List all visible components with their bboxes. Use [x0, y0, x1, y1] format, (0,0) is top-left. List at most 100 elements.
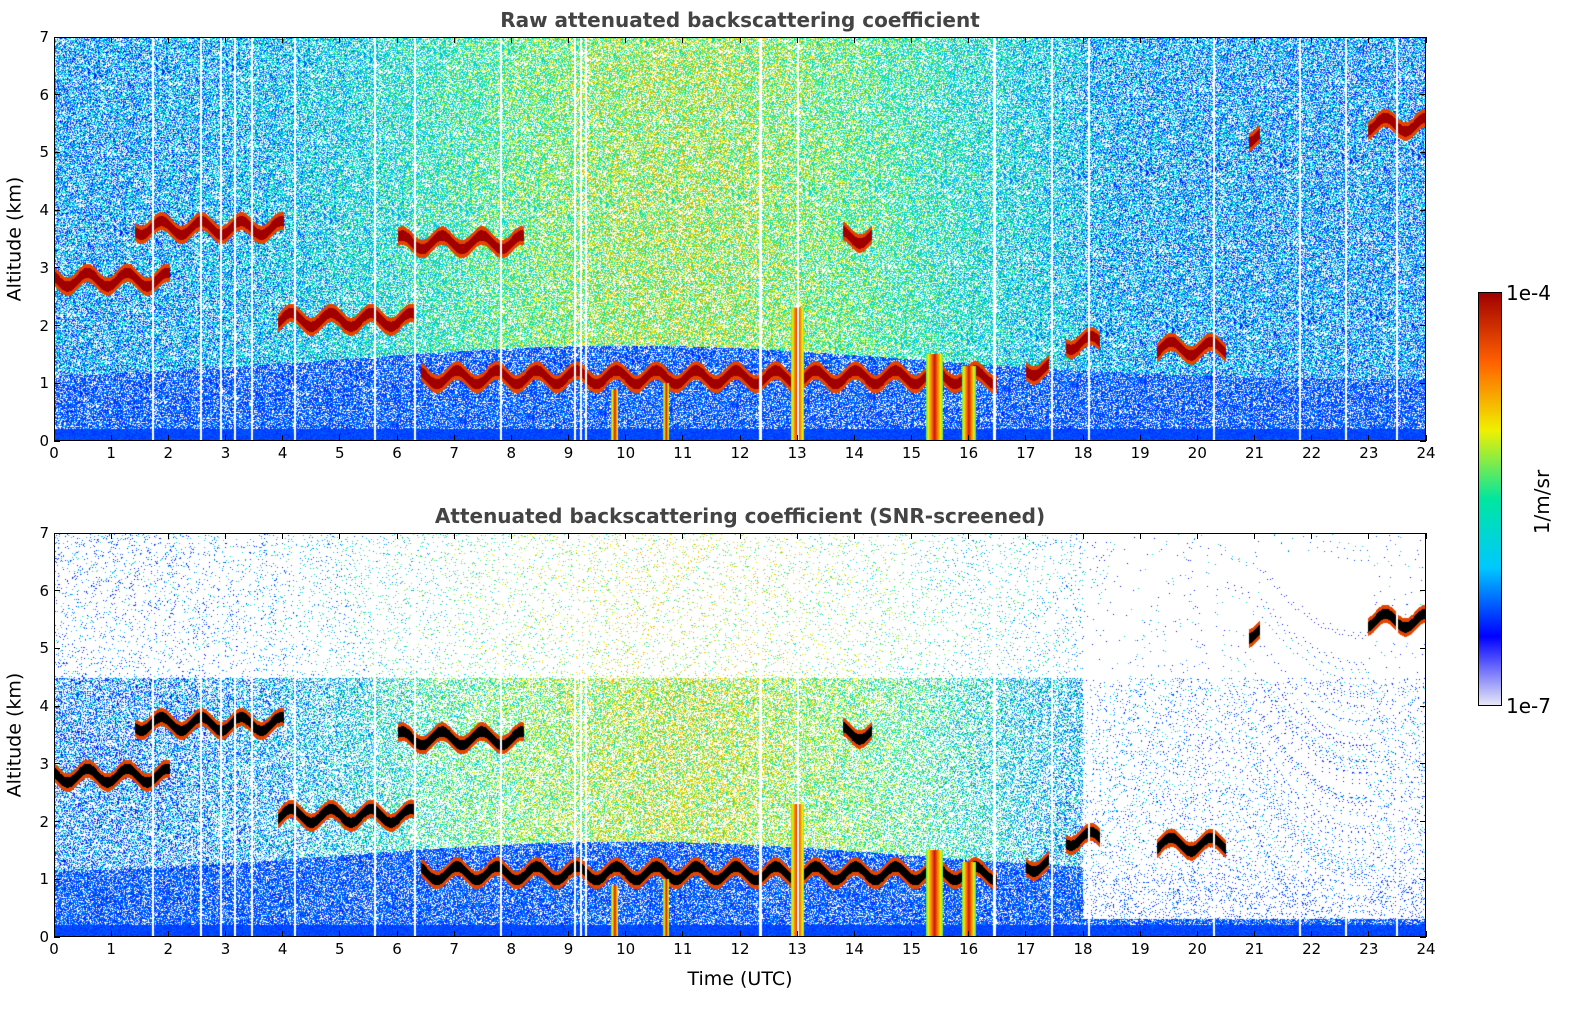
- x-tick-mark: [1082, 37, 1084, 43]
- x-tick-mark: [682, 37, 684, 43]
- x-tick-mark: [453, 37, 455, 43]
- x-tick-label: 9: [563, 444, 574, 462]
- x-tick-mark: [225, 931, 226, 937]
- x-tick-label: 14: [844, 444, 864, 462]
- y-tick-mark: [54, 532, 60, 534]
- x-tick-label: 11: [673, 940, 693, 958]
- x-tick-label: 5: [335, 940, 345, 958]
- x-tick-mark: [682, 931, 684, 937]
- y-tick-mark: [54, 382, 60, 384]
- x-tick-mark: [396, 435, 398, 441]
- y-tick-label: 3: [39, 754, 49, 773]
- x-tick-label: 12: [730, 444, 750, 462]
- x-tick-label: 14: [844, 940, 864, 958]
- x-tick-mark: [1082, 533, 1084, 539]
- y-tick-mark: [1420, 382, 1426, 384]
- x-tick-label: 12: [730, 940, 750, 958]
- y-tick-mark: [54, 151, 60, 153]
- panel2-backscatter-heatmap: [55, 534, 1425, 936]
- x-tick-label: 2: [163, 444, 174, 462]
- x-tick-mark: [339, 37, 341, 43]
- x-tick-mark: [853, 931, 855, 937]
- x-tick-label: 9: [563, 940, 574, 958]
- y-tick-mark: [54, 936, 60, 938]
- x-tick-mark: [53, 37, 55, 43]
- x-tick-mark: [339, 533, 341, 539]
- x-tick-mark: [167, 435, 169, 441]
- y-tick-label: 5: [39, 639, 49, 658]
- x-tick-mark: [796, 435, 798, 441]
- y-tick-mark: [1420, 763, 1426, 765]
- y-tick-mark: [1420, 878, 1426, 880]
- y-tick-label: 1: [39, 374, 49, 393]
- x-tick-label: 1: [106, 940, 116, 958]
- x-tick-mark: [396, 533, 398, 539]
- y-tick-mark: [54, 94, 60, 96]
- x-tick-mark: [1025, 37, 1027, 43]
- panel1-backscatter-heatmap: [55, 38, 1425, 440]
- y-tick-mark: [54, 440, 60, 442]
- x-tick-mark: [1368, 37, 1370, 43]
- y-tick-mark: [54, 647, 60, 649]
- y-tick-mark: [1420, 151, 1426, 153]
- x-tick-mark: [1025, 931, 1027, 937]
- x-tick-label: 23: [1359, 940, 1379, 958]
- x-tick-mark: [625, 37, 627, 43]
- x-tick-mark: [1196, 435, 1198, 441]
- y-tick-mark: [54, 878, 60, 880]
- x-tick-mark: [796, 931, 798, 937]
- x-tick-mark: [1082, 931, 1084, 937]
- x-tick-mark: [911, 931, 912, 937]
- x-tick-mark: [911, 435, 912, 441]
- x-tick-label: 20: [1187, 444, 1207, 462]
- x-tick-label: 15: [901, 940, 922, 958]
- x-tick-mark: [1425, 435, 1427, 441]
- x-tick-label: 24: [1416, 940, 1436, 958]
- x-tick-mark: [1368, 435, 1370, 441]
- x-tick-mark: [1254, 533, 1255, 539]
- x-tick-label: 20: [1187, 940, 1207, 958]
- y-tick-mark: [1420, 821, 1426, 823]
- x-tick-label: 21: [1244, 444, 1265, 462]
- x-tick-mark: [339, 931, 341, 937]
- x-tick-mark: [968, 533, 970, 539]
- y-tick-label: 4: [39, 201, 49, 220]
- panel2-x-axis-label: Time (UTC): [687, 968, 793, 990]
- y-tick-label: 1: [39, 870, 49, 889]
- x-tick-mark: [53, 931, 55, 937]
- panel2-plot-area: [54, 533, 1426, 937]
- x-tick-mark: [453, 533, 455, 539]
- colorbar: [1478, 292, 1502, 706]
- x-tick-label: 6: [392, 940, 402, 958]
- y-tick-mark: [54, 821, 60, 823]
- y-tick-mark: [54, 36, 60, 38]
- x-tick-mark: [510, 37, 512, 43]
- panel1-title: Raw attenuated backscattering coefficien…: [500, 8, 980, 32]
- colorbar-min-label: 1e-7: [1506, 694, 1551, 718]
- x-tick-mark: [1425, 37, 1427, 43]
- y-tick-mark: [1420, 936, 1426, 938]
- x-tick-mark: [568, 931, 569, 937]
- y-tick-label: 6: [39, 85, 49, 104]
- x-tick-mark: [1254, 37, 1255, 43]
- x-tick-mark: [282, 37, 284, 43]
- panel1-plot-area: [54, 37, 1426, 441]
- x-tick-mark: [682, 533, 684, 539]
- x-tick-mark: [110, 435, 112, 441]
- x-tick-mark: [1025, 435, 1027, 441]
- x-tick-mark: [453, 435, 455, 441]
- x-tick-mark: [1368, 931, 1370, 937]
- x-tick-mark: [167, 533, 169, 539]
- x-tick-mark: [568, 533, 569, 539]
- x-tick-mark: [110, 931, 112, 937]
- x-tick-mark: [167, 931, 169, 937]
- x-tick-label: 4: [277, 940, 288, 958]
- panel2-y-axis-label: Altitude (km): [3, 672, 26, 798]
- x-tick-label: 8: [506, 940, 517, 958]
- x-tick-mark: [739, 37, 741, 43]
- x-tick-mark: [682, 435, 684, 441]
- x-tick-label: 17: [1016, 444, 1036, 462]
- y-tick-mark: [54, 209, 60, 211]
- x-tick-mark: [1425, 931, 1427, 937]
- x-tick-label: 5: [335, 444, 345, 462]
